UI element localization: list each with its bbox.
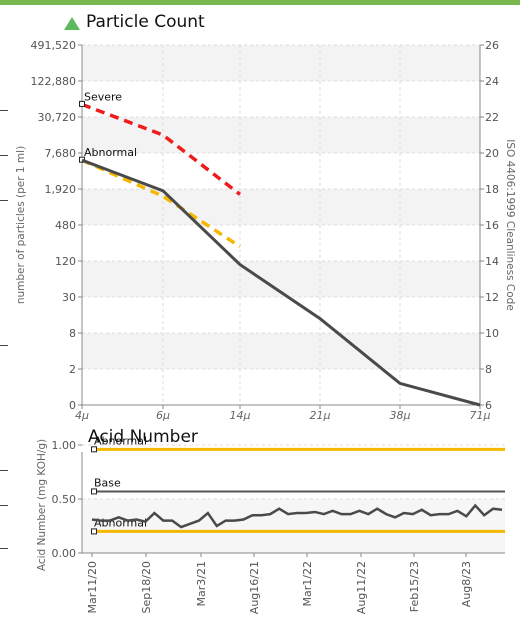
y-axis-title: Acid Number (mg KOH/g) (36, 439, 48, 571)
edge-mark (0, 470, 8, 471)
y-tick-label: 0 (69, 399, 76, 412)
x-tick-label: Feb15/23 (408, 561, 421, 612)
chart-band (82, 499, 505, 553)
y2-axis-title: ISO 4406:1999 Cleanliness Code (504, 139, 516, 311)
reference-label: Base (94, 476, 121, 489)
x-tick-label: Mar3/21 (195, 561, 208, 606)
y2-tick-label: 26 (485, 39, 499, 52)
x-tick-label: Aug16/21 (248, 561, 261, 614)
y2-tick-label: 8 (485, 363, 492, 376)
edge-mark (0, 110, 8, 111)
x-tick-label: 14μ (230, 409, 251, 422)
chart-band (82, 189, 480, 225)
chart-band (82, 45, 480, 81)
collapse-triangle-icon[interactable] (64, 17, 80, 30)
top-accent-bar (0, 0, 520, 5)
x-tick-label: 4μ (75, 409, 89, 422)
x-tick-label: Aug8/23 (460, 561, 473, 607)
series-label: Severe (84, 90, 122, 103)
chart-band (82, 333, 480, 369)
y2-tick-label: 16 (485, 219, 499, 232)
chart-band (82, 117, 480, 153)
y-tick-label: 30,720 (38, 111, 77, 124)
y-tick-label: 480 (55, 219, 76, 232)
series-marker (79, 100, 85, 107)
y-tick-label: 122,880 (31, 75, 77, 88)
edge-mark (0, 505, 8, 506)
series-label: Abnormal (84, 146, 137, 159)
x-tick-label: Aug11/22 (355, 561, 368, 614)
reference-marker (91, 528, 97, 535)
x-tick-label: 6μ (156, 409, 170, 422)
y-tick-label: 491,520 (31, 39, 77, 52)
y-axis-title: number of particles (per 1 ml) (15, 146, 27, 304)
acid-number-title: Acid Number (88, 427, 198, 447)
y2-tick-label: 10 (485, 327, 499, 340)
x-tick-label: 71μ (470, 409, 491, 422)
y2-tick-label: 24 (485, 75, 499, 88)
y2-tick-label: 22 (485, 111, 499, 124)
x-tick-label: 38μ (390, 409, 411, 422)
edge-mark (0, 155, 8, 156)
series-severe-line (81, 102, 242, 196)
acid-number-series-line (91, 503, 503, 529)
reference-marker (91, 446, 97, 453)
y-tick-label: 2 (69, 363, 76, 376)
edge-mark (0, 548, 8, 549)
y2-tick-label: 20 (485, 147, 499, 160)
y-tick-label: 30 (62, 291, 76, 304)
y2-tick-label: 6 (485, 399, 492, 412)
y2-tick-label: 14 (485, 255, 499, 268)
y-tick-label: 1.00 (52, 439, 77, 452)
x-tick-label: 21μ (310, 409, 331, 422)
x-tick-label: Mar11/20 (86, 561, 99, 613)
y-tick-label: 0.00 (52, 547, 77, 560)
y-tick-label: 120 (55, 255, 76, 268)
y-tick-label: 1,920 (45, 183, 77, 196)
reference-marker (91, 488, 97, 495)
y2-tick-label: 18 (485, 183, 499, 196)
edge-mark (0, 345, 8, 346)
series-sample-line (81, 158, 481, 407)
y-tick-label: 7,680 (45, 147, 77, 160)
edge-mark (0, 200, 8, 201)
x-tick-label: Mar1/22 (301, 561, 314, 606)
y-tick-label: 8 (69, 327, 76, 340)
reference-label: Abnormal (94, 434, 147, 447)
x-tick-label: Sep18/20 (140, 561, 153, 613)
y-tick-label: 0.50 (52, 493, 77, 506)
particle-count-title: Particle Count (86, 12, 205, 32)
y2-tick-label: 12 (485, 291, 499, 304)
